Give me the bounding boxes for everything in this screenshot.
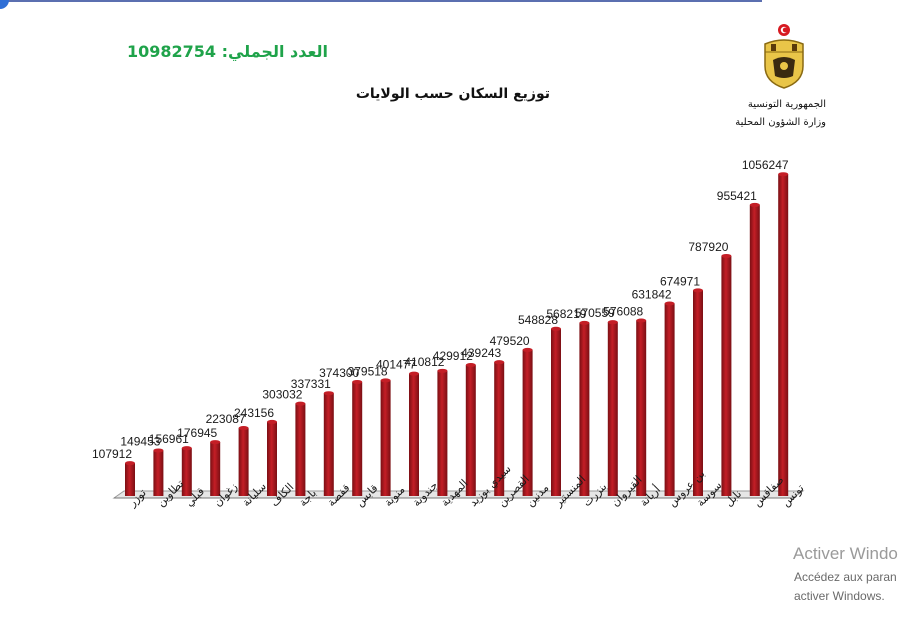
chart-title: توزيع السكان حسب الولايات — [355, 86, 550, 102]
org-line-republic: الجمهورية التونسية — [747, 99, 826, 110]
bar-cap-1 — [153, 448, 164, 453]
bar-7 — [323, 393, 334, 496]
tunisia-coat-of-arms-icon — [764, 24, 804, 89]
value-label-7: 337331 — [291, 377, 331, 391]
bar-18 — [636, 320, 647, 496]
chart-axis — [112, 490, 805, 499]
bar-cap-10 — [409, 371, 419, 376]
bar-23 — [778, 174, 789, 496]
bar-13 — [494, 362, 505, 496]
value-label-2: 156961 — [149, 432, 189, 446]
value-label-23: 1056247 — [742, 158, 789, 172]
value-label-15: 548828 — [518, 313, 558, 327]
bar-6 — [295, 403, 306, 496]
bar-cap-16 — [579, 320, 590, 325]
bar-3 — [210, 442, 221, 496]
bar-8 — [352, 381, 363, 496]
bar-5 — [267, 421, 277, 496]
value-label-22: 955421 — [717, 189, 757, 203]
bar-cap-9 — [380, 378, 391, 383]
activation-watermark-title: Activer Windo — [793, 544, 898, 563]
bar-cap-6 — [295, 401, 306, 406]
bar-cap-5 — [267, 419, 277, 424]
bars-group — [125, 172, 789, 496]
value-label-5: 243156 — [234, 406, 274, 420]
value-label-0: 107912 — [92, 447, 132, 461]
bar-11 — [437, 370, 448, 496]
value-label-3: 176945 — [177, 426, 217, 440]
bar-cap-0 — [125, 461, 135, 466]
value-label-19: 631842 — [632, 287, 672, 301]
value-label-10: 401477 — [376, 358, 416, 372]
bar-cap-14 — [522, 347, 533, 352]
bar-cap-8 — [352, 379, 363, 384]
value-label-21: 787920 — [688, 240, 728, 254]
bar-cap-7 — [323, 391, 334, 396]
bar-cap-18 — [636, 318, 647, 323]
bar-10 — [409, 373, 419, 496]
value-label-16: 568219 — [546, 307, 586, 321]
value-label-14: 479520 — [490, 334, 530, 348]
bar-20 — [693, 290, 703, 496]
value-label-8: 374300 — [319, 366, 359, 380]
bar-1 — [153, 450, 164, 496]
bar-cap-12 — [465, 363, 476, 368]
bar-cap-4 — [238, 426, 249, 431]
value-label-6: 303032 — [262, 388, 302, 402]
total-population: العدد الجملي: 10982754 — [126, 42, 328, 61]
bar-19 — [664, 303, 675, 496]
bar-15 — [551, 328, 561, 496]
bar-9 — [380, 380, 391, 496]
value-label-9: 379518 — [348, 364, 388, 378]
bar-cap-20 — [693, 288, 703, 293]
org-line-ministry: وزارة الشؤون المحلية — [735, 117, 826, 128]
window-top-border — [0, 0, 762, 2]
activation-watermark-line3: activer Windows. — [794, 589, 885, 603]
value-label-18: 576088 — [603, 304, 643, 318]
bar-cap-13 — [494, 360, 505, 365]
bar-cap-15 — [551, 326, 561, 331]
value-label-12: 429912 — [433, 349, 473, 363]
activation-watermark-line2: Accédez aux paran — [794, 570, 897, 584]
value-label-11: 410812 — [404, 355, 444, 369]
bar-cap-19 — [664, 301, 675, 306]
bar-cap-17 — [607, 320, 618, 325]
bar-cap-11 — [437, 368, 448, 373]
bar-2 — [181, 448, 192, 496]
value-label-13: 439243 — [461, 346, 501, 360]
value-label-4: 223087 — [206, 412, 246, 426]
bar-cap-2 — [181, 446, 192, 451]
value-label-20: 674971 — [660, 274, 700, 288]
bar-0 — [125, 463, 135, 496]
bar-cap-22 — [749, 202, 760, 207]
window-corner-marker — [0, 0, 9, 9]
bar-cap-21 — [721, 253, 732, 258]
bar-21 — [721, 255, 732, 496]
bar-14 — [522, 349, 533, 496]
value-label-17: 570559 — [575, 306, 615, 320]
bar-cap-23 — [778, 172, 789, 177]
bar-16 — [579, 322, 590, 496]
bar-4 — [238, 428, 249, 496]
bar-22 — [749, 204, 760, 496]
bar-12 — [465, 365, 476, 496]
bar-17 — [607, 322, 618, 496]
value-label-1: 149453 — [120, 434, 160, 448]
bar-cap-3 — [210, 440, 221, 445]
